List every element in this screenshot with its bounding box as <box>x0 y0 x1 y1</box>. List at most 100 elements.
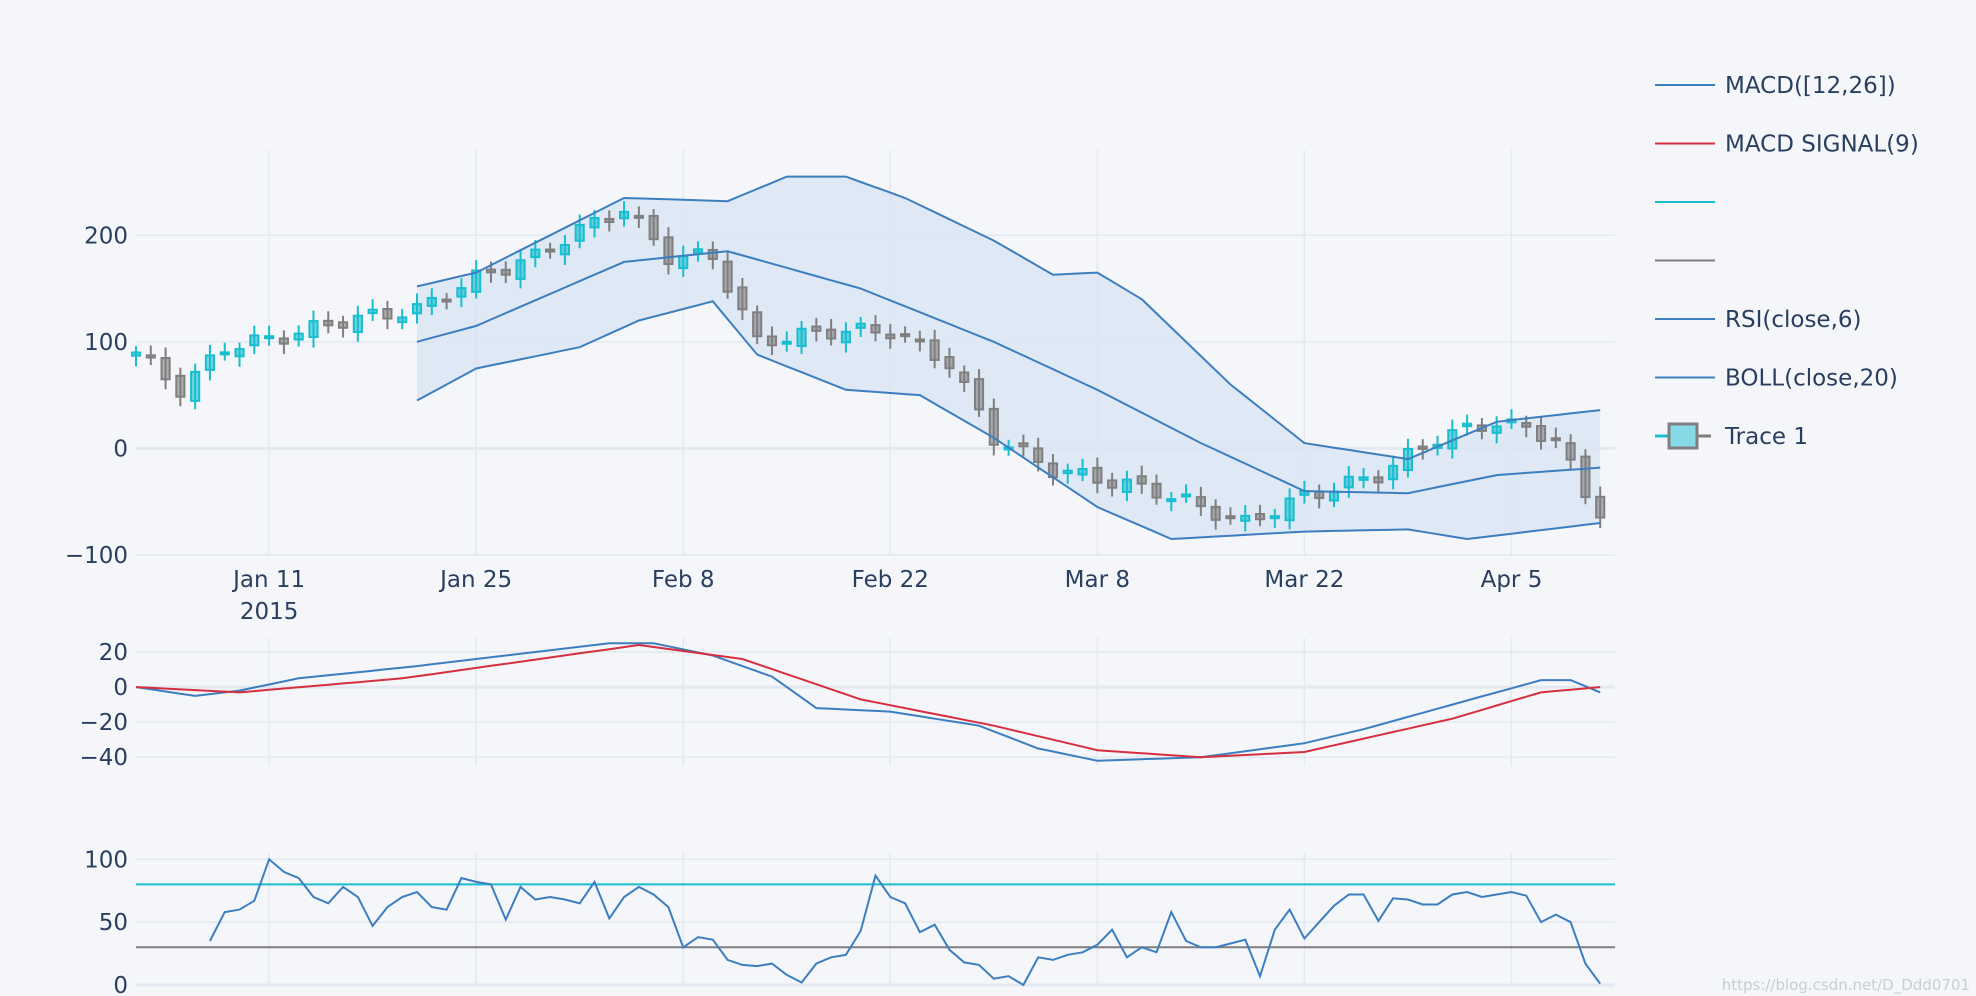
y-tick-label: −40 <box>79 745 128 771</box>
candle-body-decreasing <box>959 371 970 383</box>
y-tick-label: −20 <box>79 710 128 736</box>
candle-body-increasing <box>855 322 866 329</box>
candle-body-increasing <box>249 334 260 347</box>
candle-body-increasing <box>1343 475 1354 489</box>
candle-body-decreasing <box>870 324 881 334</box>
legend-item[interactable]: MACD SIGNAL(9) <box>1655 132 1919 158</box>
candle-body-decreasing <box>944 356 955 370</box>
rsi-line <box>209 857 1602 987</box>
candle-body-decreasing <box>988 407 999 446</box>
candle-body-increasing <box>397 316 408 324</box>
candle-body-decreasing <box>1225 515 1236 520</box>
candle-body-increasing <box>796 327 807 347</box>
candle-body-increasing <box>1181 493 1192 498</box>
candle-body-increasing <box>1388 464 1399 481</box>
legend-item[interactable]: Trace 1 <box>1655 422 1808 450</box>
legend-candle-swatch <box>1667 422 1699 450</box>
candle-body-decreasing <box>707 248 718 260</box>
candle-body-decreasing <box>1254 513 1266 521</box>
candle-body-increasing <box>456 287 467 298</box>
candle-body-decreasing <box>145 354 156 359</box>
candle-body-decreasing <box>337 321 349 329</box>
legend-item[interactable]: BOLL(close,20) <box>1655 366 1898 392</box>
x-tick-year-label: 2015 <box>240 599 299 625</box>
watermark-text: https://blog.csdn.net/D_Ddd0701 <box>1722 976 1970 995</box>
candle-body-increasing <box>559 243 570 256</box>
y-tick-label: 20 <box>99 640 128 666</box>
candle-body-increasing <box>781 340 792 345</box>
candle-body-decreasing <box>1107 479 1118 489</box>
candle-body-increasing <box>190 370 201 402</box>
bollinger-lower-line <box>416 300 1601 541</box>
legend[interactable]: MACD([12,26]) MACD SIGNAL(9) RSI(close,6) B… <box>1655 73 1919 450</box>
candle-body-decreasing <box>485 268 497 274</box>
candle-body-increasing <box>678 255 689 270</box>
candle-body-increasing <box>1077 467 1088 476</box>
candle-body-increasing <box>1240 514 1251 522</box>
candle-body-decreasing <box>1210 505 1221 521</box>
legend-label: Trace 1 <box>1724 424 1808 450</box>
candle-body-increasing <box>352 314 363 334</box>
x-tick-label: Mar 8 <box>1065 567 1130 593</box>
candle-body-increasing <box>411 303 423 315</box>
candle-body-decreasing <box>1092 466 1103 484</box>
legend-item[interactable]: RSI(close,6) <box>1655 307 1862 333</box>
y-tick-label: 50 <box>99 910 128 936</box>
candle-body-decreasing <box>278 337 289 345</box>
x-tick-label: Jan 25 <box>438 567 512 593</box>
candle-body-increasing <box>840 330 851 344</box>
y-tick-label: −100 <box>65 543 128 569</box>
candle-body-increasing <box>264 335 275 340</box>
candle-body-decreasing <box>604 217 615 223</box>
candle-body-increasing <box>619 210 630 220</box>
y-tick-label: 0 <box>113 973 128 996</box>
candle-body-increasing <box>204 354 216 371</box>
candle-body-increasing <box>293 332 304 341</box>
candle-body-decreasing <box>382 307 393 320</box>
macd-signal-line <box>135 643 1601 759</box>
grid-layer <box>136 150 1615 987</box>
candle-body-decreasing <box>160 357 171 381</box>
candle-body-increasing <box>471 269 482 293</box>
candle-body-increasing <box>1062 469 1073 475</box>
candle-body-decreasing <box>648 214 659 241</box>
x-tick-label: Apr 5 <box>1481 567 1543 593</box>
y-tick-label: 0 <box>113 436 128 462</box>
candle-body-decreasing <box>885 333 896 340</box>
candle-body-increasing <box>1269 515 1280 520</box>
candle-body-increasing <box>367 308 378 315</box>
x-tick-label: Feb 8 <box>652 567 715 593</box>
candle-body-decreasing <box>1033 447 1044 463</box>
candle-body-decreasing <box>1535 425 1547 442</box>
candle-body-increasing <box>234 348 245 358</box>
legend-item[interactable]: MACD([12,26]) <box>1655 73 1896 99</box>
candle-body-increasing <box>530 248 541 259</box>
candle-body-decreasing <box>545 248 556 253</box>
y-tick-label: 100 <box>84 847 128 873</box>
candlestick-layer <box>130 201 1606 532</box>
candle-body-increasing <box>308 320 319 338</box>
indicator-line-layer <box>135 175 1615 987</box>
candle-body-increasing <box>1121 478 1132 493</box>
candle-body-decreasing <box>1018 442 1029 448</box>
candle-body-increasing <box>515 259 526 280</box>
candle-body-decreasing <box>973 378 985 411</box>
x-tick-label: Mar 22 <box>1264 567 1344 593</box>
candle-body-decreasing <box>1195 496 1206 508</box>
candle-body-increasing <box>426 296 437 307</box>
candle-body-decreasing <box>175 374 186 398</box>
candle-body-increasing <box>574 223 585 242</box>
candle-body-decreasing <box>826 328 837 340</box>
legend-label: RSI(close,6) <box>1725 307 1862 333</box>
candle-body-decreasing <box>914 338 925 343</box>
candle-body-increasing <box>1491 425 1502 434</box>
candle-body-decreasing <box>323 319 334 327</box>
macd-line <box>135 642 1601 762</box>
candle-body-decreasing <box>722 260 733 293</box>
candle-body-decreasing <box>1373 476 1384 484</box>
y-tick-label: 0 <box>113 675 128 701</box>
candle-body-decreasing <box>929 339 940 361</box>
candle-body-increasing <box>1284 497 1295 522</box>
